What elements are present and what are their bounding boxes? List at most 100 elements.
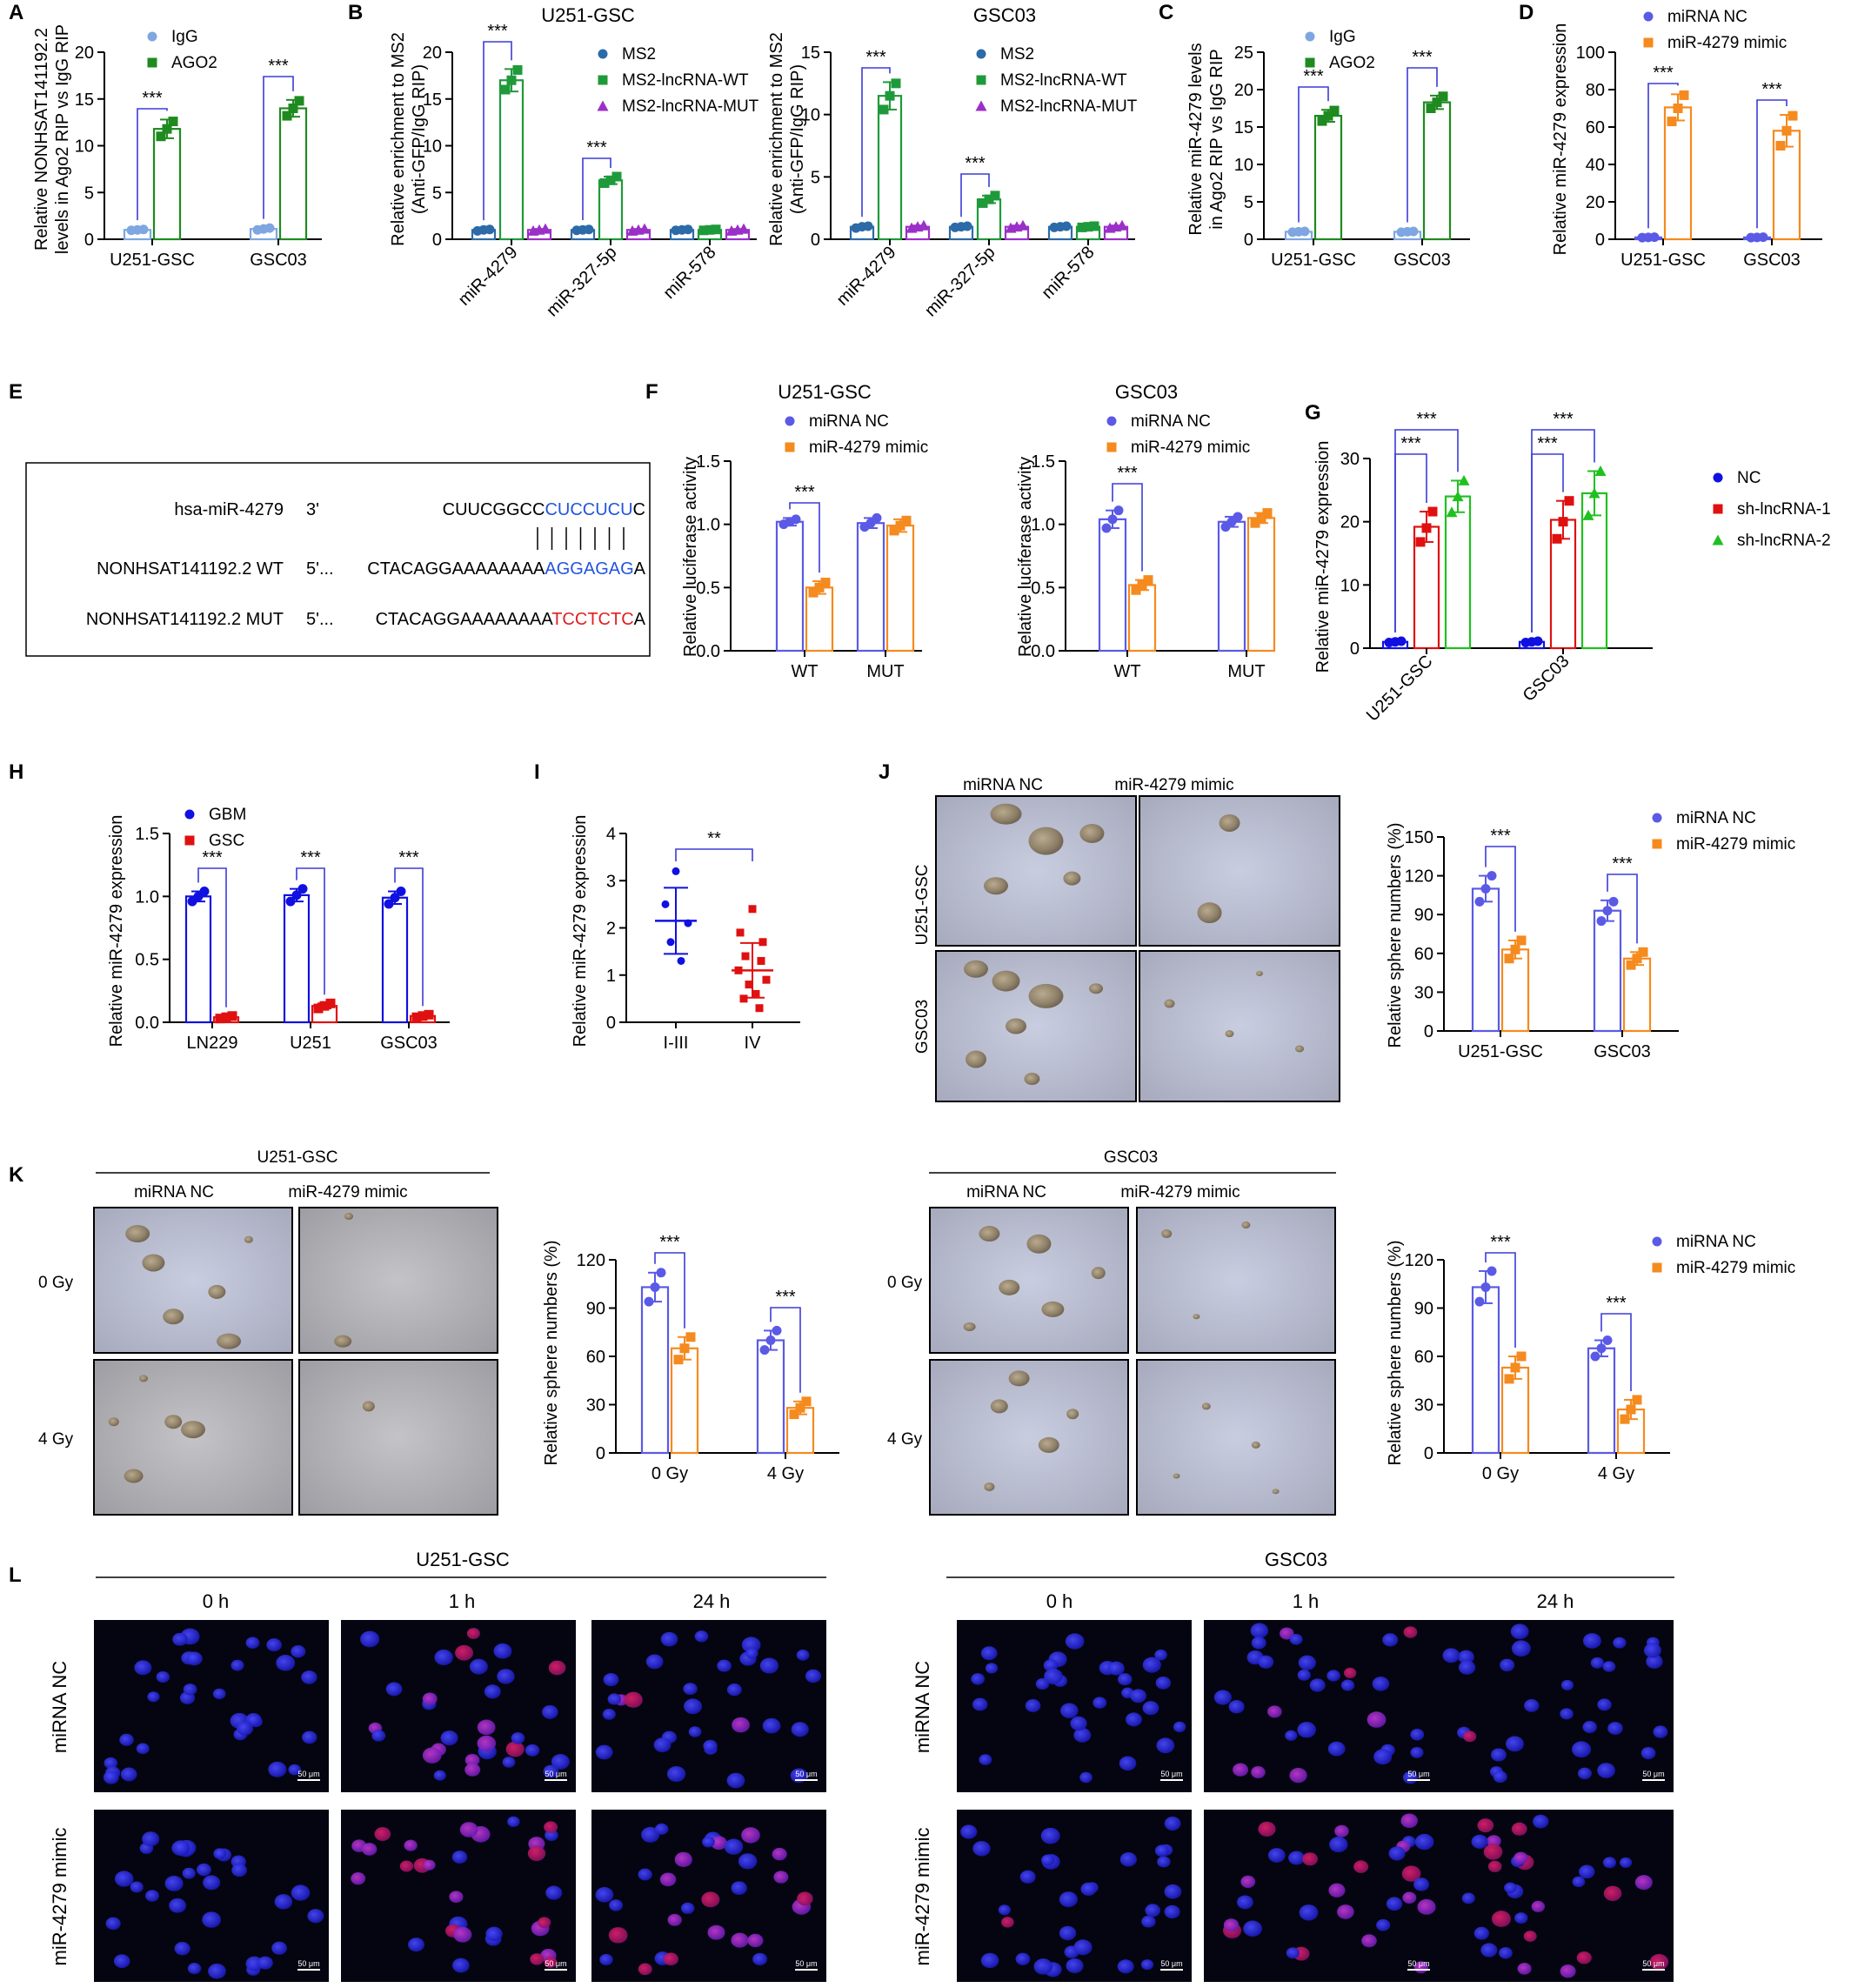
- data-point: [319, 1001, 330, 1011]
- cell-sphere: [1066, 1409, 1079, 1420]
- nucleus: [156, 1670, 170, 1683]
- nucleus: [1531, 1900, 1545, 1912]
- cell-sphere: [1041, 1301, 1065, 1317]
- y-tick-label: 0.0: [135, 1014, 159, 1033]
- nucleus: [1289, 1633, 1303, 1645]
- nucleus: [694, 1630, 709, 1643]
- nucleus: [1059, 1891, 1078, 1908]
- cell-sphere: [208, 1284, 226, 1299]
- cell-sphere: [1251, 1441, 1260, 1449]
- data-point: [1487, 871, 1497, 881]
- nucleus: [805, 1669, 822, 1683]
- nucleus: [1505, 1736, 1524, 1752]
- data-point: [611, 171, 622, 182]
- cell-sphere: [244, 1235, 253, 1243]
- nucleus: [130, 1881, 144, 1893]
- significance-bracket: [1531, 429, 1595, 633]
- data-point: [1649, 232, 1660, 243]
- data-point: [984, 194, 994, 204]
- significance-label: ***: [1490, 827, 1511, 846]
- bar: [640, 1286, 670, 1455]
- y-tick-label: 0.5: [135, 951, 159, 970]
- nucleus: [1073, 1727, 1092, 1743]
- y-tick-label: 1: [606, 967, 616, 986]
- micrograph: [929, 1359, 1129, 1516]
- data-point: [539, 223, 551, 234]
- micrograph: [935, 795, 1137, 947]
- data-point: [765, 1335, 776, 1345]
- nucleus: [1001, 1917, 1014, 1928]
- data-point: [282, 110, 292, 121]
- nucleus: [466, 1628, 480, 1639]
- nucleus: [1119, 1852, 1137, 1867]
- data-point: [1061, 221, 1072, 231]
- y-axis-label: Relative sphere numbers (%): [1386, 1241, 1405, 1466]
- data-point: [1480, 883, 1491, 894]
- significance-label: ***: [1612, 854, 1633, 874]
- significance-label: ***: [1117, 464, 1138, 483]
- panel-letter-E: E: [9, 380, 23, 404]
- bar: [1587, 1347, 1616, 1455]
- y-axis-label-line: Relative enrichment to MS2: [767, 32, 786, 246]
- fluorescence-image: 50 μm: [94, 1810, 329, 1982]
- nucleus: [1297, 1669, 1311, 1681]
- x-tick-label: U251-GSC: [1458, 1042, 1543, 1061]
- nucleus: [1400, 1813, 1418, 1829]
- scale-bar-label: 50 μm: [1160, 1770, 1182, 1778]
- scale-bar-label: 50 μm: [1407, 1770, 1429, 1778]
- seq-mirna-tail: C: [633, 500, 645, 519]
- data-point: [1300, 226, 1310, 237]
- nucleus: [477, 1719, 496, 1736]
- nucleus: [1463, 1730, 1477, 1743]
- data-point: [1474, 896, 1485, 907]
- legend-label: miRNA NC: [1676, 1233, 1756, 1251]
- nucleus: [1251, 1766, 1266, 1779]
- nucleus: [645, 1654, 664, 1670]
- nucleus: [1119, 1756, 1137, 1771]
- nucleus: [653, 1737, 672, 1753]
- nucleus: [1643, 1643, 1661, 1658]
- data-point: [1632, 1395, 1642, 1405]
- bar: [756, 1339, 785, 1455]
- data-point: [1596, 1343, 1607, 1354]
- x-tick-label: GSC03: [1743, 251, 1801, 270]
- legend-marker: [785, 442, 795, 452]
- data-point: [1256, 512, 1266, 523]
- nucleus: [791, 1722, 809, 1737]
- legend-label: AGO2: [1329, 54, 1375, 72]
- nucleus: [607, 1693, 622, 1705]
- data-point: [1775, 141, 1786, 151]
- nucleus: [484, 1684, 501, 1699]
- nucleus: [1382, 1633, 1399, 1647]
- nucleus: [291, 1884, 311, 1901]
- micrograph-frame: [1139, 795, 1340, 947]
- cell-sphere: [1173, 1473, 1180, 1479]
- nucleus: [674, 1851, 692, 1867]
- data-point: [1116, 219, 1128, 231]
- significance-bracket: [960, 173, 990, 218]
- legend-label: MS2-lncRNA-WT: [622, 71, 749, 90]
- nucleus: [1376, 1918, 1391, 1931]
- y-axis-label: Relative sphere numbers (%): [1386, 823, 1405, 1048]
- k1-col-label-nc: miRNA NC: [134, 1183, 214, 1202]
- data-point: [672, 867, 680, 875]
- legend-label: sh-lncRNA-1: [1737, 500, 1831, 519]
- cell-sphere: [1038, 1436, 1059, 1453]
- k2-col-label-nc: miRNA NC: [966, 1183, 1046, 1202]
- k2-row-label-0gy: 0 Gy: [887, 1274, 923, 1292]
- nucleus: [1607, 1722, 1623, 1735]
- data-point: [162, 124, 172, 134]
- y-tick-label: 15: [1234, 118, 1253, 137]
- data-point: [755, 1004, 764, 1013]
- nucleus: [544, 1821, 558, 1833]
- data-point: [808, 587, 819, 598]
- x-tick-label: MUT: [866, 662, 904, 681]
- cell-sphere: [1197, 902, 1222, 924]
- nucleus: [202, 1911, 221, 1928]
- legend-label: MS2: [622, 45, 656, 64]
- nucleus: [1328, 1883, 1346, 1898]
- nucleus: [186, 1651, 203, 1666]
- nucleus: [485, 1926, 503, 1942]
- data-point: [683, 224, 693, 235]
